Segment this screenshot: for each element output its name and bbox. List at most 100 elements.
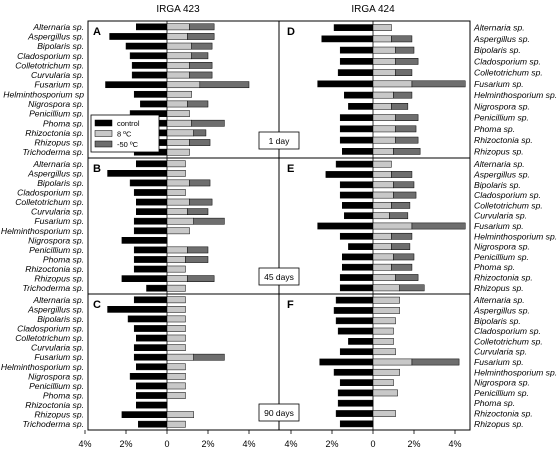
panel-letter: B [93,163,101,175]
category-label: Helminthosporium sp [3,89,84,99]
category-label: Helminthosporium sp. [1,362,84,372]
bar-control [121,237,168,244]
bar-control [127,315,168,323]
bar-control [107,170,168,177]
bar-control [342,202,374,209]
bar-8c [372,58,396,65]
category-label: Phoma sp. [474,124,515,134]
bar-8c [372,348,396,356]
bar-minus50c [189,71,213,79]
category-label: Penicillium sp. [29,245,84,255]
bar-minus50c [391,171,413,178]
bar-control [337,327,374,335]
category-label: Nigrospora sp. [474,242,530,252]
bar-8c [372,232,392,240]
x-tick-label: 2% [325,439,338,449]
legend-swatch [94,130,113,137]
chart-title-left: IRGA 423 [156,4,200,15]
x-tick-label: 2% [201,439,214,449]
category-label: Rhizoctonia sp. [474,409,533,419]
bar-control [136,198,168,206]
bar-8c [166,256,186,263]
bar-control [140,100,168,108]
bar-control [342,148,374,155]
bar-8c [166,334,186,342]
bar-control [138,420,168,428]
bar-minus50c [187,208,209,215]
bar-8c [372,389,398,397]
bar-8c [372,91,394,99]
bar-8c [166,315,186,323]
category-label: Aspergillus sp. [27,304,84,314]
bar-8c [166,373,186,380]
category-label: Alternaria sp. [32,159,84,169]
bar-control [342,263,374,271]
bar-8c [372,202,392,209]
bar-8c [372,317,396,325]
category-label: Nigrospora sp. [28,99,84,109]
bar-8c [166,160,186,168]
chart-title-right: IRGA 424 [351,4,395,15]
bar-minus50c [187,100,209,108]
bar-8c [166,411,194,418]
bar-minus50c [395,274,419,281]
bar-8c [166,23,190,31]
bar-control [325,171,374,178]
bar-minus50c [411,358,460,366]
bar-control [129,179,168,187]
bar-minus50c [411,80,466,88]
bar-control [339,284,374,292]
bar-control [339,58,374,65]
category-label: Colletotrichum sp. [474,200,543,210]
bar-8c [372,148,394,155]
bar-minus50c [193,217,225,225]
bar-8c [166,275,188,282]
x-axis: 4% 2% 0 2% 4% 4% 2% 0 2% 4% [78,430,462,449]
bar-8c [372,358,413,366]
bar-minus50c [391,232,413,240]
panel-letter: C [93,299,101,311]
bar-control [337,69,374,76]
day-label-text: 45 days [264,272,294,282]
bar-minus50c [391,263,413,271]
category-label: Fusarium sp. [34,216,84,226]
bar-minus50c [389,212,409,220]
day-label: 90 days [258,403,300,422]
bar-control [121,411,168,418]
bar-control [136,334,168,342]
bar-8c [166,382,186,390]
bar-control [344,212,374,220]
bar-control [133,353,168,361]
bar-minus50c [393,91,413,99]
category-label: Bipolaris sp. [37,41,84,51]
bar-control [321,35,374,43]
bar-control [335,410,374,417]
category-label: Alternaria sp. [32,295,84,305]
bar-control [136,382,168,390]
bar-minus50c [395,136,419,144]
category-label: Phoma sp. [43,118,84,128]
bar-control [136,401,168,409]
bar-control [342,253,374,261]
category-label: Penicillium sp. [474,388,529,398]
category-label: Aspergillus sp. [473,169,530,179]
bar-control [129,52,168,60]
bar-8c [372,327,394,335]
bar-control [339,348,374,356]
bar-8c [372,24,392,31]
category-label: Trichoderma sp. [23,419,84,429]
bar-control [348,103,374,110]
bar-minus50c [393,148,421,155]
bar-control [339,114,374,121]
category-label: Phoma sp. [43,255,84,265]
bar-minus50c [193,353,225,361]
category-label: Bipolaris sp. [37,178,84,188]
category-label: Helminthosporium sp. [474,367,557,377]
category-label: Fusarium sp. [34,352,84,362]
category-label: Cladosporium sp. [474,190,541,200]
bar-minus50c [189,23,215,31]
bar-control [339,46,374,54]
bar-minus50c [189,139,211,146]
